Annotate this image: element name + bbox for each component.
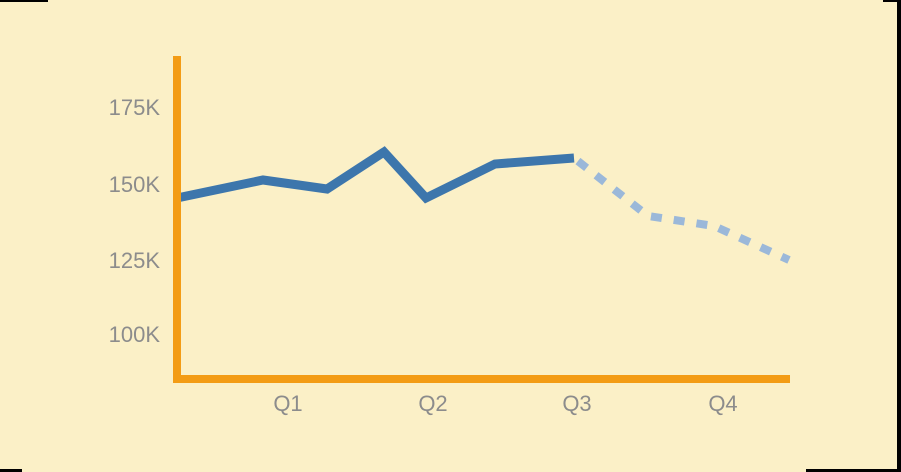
y-tick-label: 175K: [108, 95, 160, 120]
x-axis: [173, 375, 790, 383]
edge-crop-artifact-top-left: [0, 0, 48, 2]
x-tick-label: Q1: [273, 391, 303, 416]
projected-series-line: [571, 154, 791, 264]
y-tick-label: 150K: [108, 172, 160, 197]
x-tick-label: Q4: [708, 391, 738, 416]
y-axis: [173, 56, 181, 383]
y-tick-label: 100K: [108, 322, 160, 347]
edge-crop-artifact-bottom-right: [806, 469, 901, 472]
x-tick-label: Q2: [418, 391, 448, 416]
y-tick-label: 125K: [108, 248, 160, 273]
edge-crop-artifact-right: [897, 0, 901, 472]
x-tick-label: Q3: [562, 391, 592, 416]
edge-crop-artifact-bottom-left: [0, 469, 22, 472]
edge-crop-artifact-top-right: [883, 0, 901, 2]
actual-series-line: [176, 146, 575, 204]
